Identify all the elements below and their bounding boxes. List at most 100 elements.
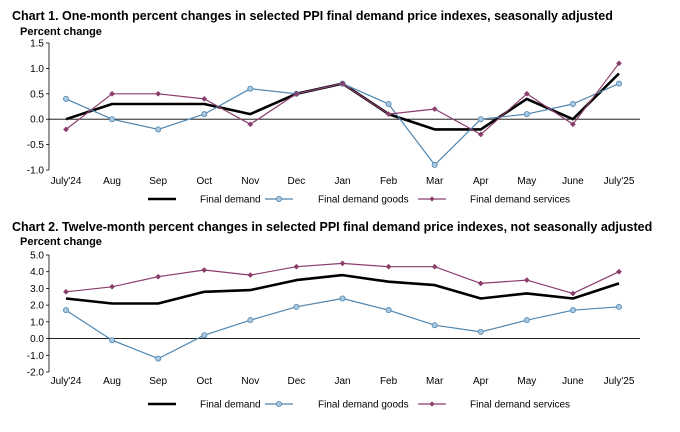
data-point xyxy=(477,116,484,123)
data-point xyxy=(616,60,622,67)
chart-1: Chart 1. One-month percent changes in se… xyxy=(0,0,680,212)
data-point xyxy=(155,355,162,362)
data-point xyxy=(523,277,530,284)
data-point xyxy=(339,295,346,302)
data-point xyxy=(569,307,576,314)
data-point xyxy=(247,85,254,92)
x-tick-label: May xyxy=(517,376,536,387)
x-tick-label: Apr xyxy=(473,376,489,387)
data-point xyxy=(201,267,208,273)
data-point xyxy=(339,260,346,267)
series-line-2 xyxy=(65,297,620,360)
data-point xyxy=(477,131,484,138)
legend-label-2: Final demand goods xyxy=(318,400,409,411)
data-point xyxy=(569,121,576,128)
data-point xyxy=(293,90,300,97)
x-tick-label: Sep xyxy=(149,376,167,387)
data-point xyxy=(569,290,576,297)
data-point xyxy=(109,337,116,344)
x-tick-label: Dec xyxy=(288,176,306,187)
x-tick-label: Feb xyxy=(380,376,398,387)
chart-1-plot: 1.5 1.0 0.5 0.0 -0.5 -1.0 July'24 Aug Sep Oct Nov D… xyxy=(27,39,640,206)
data-point xyxy=(616,268,622,275)
data-point xyxy=(431,263,438,270)
x-tick-label: Nov xyxy=(241,176,259,187)
y-tick-label: 2.0 xyxy=(30,301,44,312)
data-point xyxy=(63,288,69,295)
x-tick-label: Oct xyxy=(196,176,212,187)
x-tick-label: Apr xyxy=(473,176,489,187)
legend-label-3: Final demand services xyxy=(470,400,570,411)
data-point xyxy=(385,263,392,270)
x-tick-label: July'24 xyxy=(51,176,82,187)
legend-label-1: Final demand xyxy=(200,400,261,411)
x-tick-label: June xyxy=(562,176,584,187)
data-point xyxy=(431,106,438,112)
data-point xyxy=(569,100,576,107)
data-point xyxy=(155,90,162,97)
data-point xyxy=(247,272,254,279)
data-point xyxy=(293,303,300,310)
x-tick-label: Jan xyxy=(334,176,350,187)
y-tick-label: 3.0 xyxy=(30,284,44,295)
y-tick-label: -0.5 xyxy=(27,140,45,151)
data-point xyxy=(155,273,162,280)
data-point xyxy=(63,95,70,102)
y-tick-label: -2.0 xyxy=(27,368,45,379)
chart-1-y-axis-label: Percent change xyxy=(20,26,102,38)
data-point xyxy=(247,121,254,128)
legend-marker xyxy=(275,400,282,407)
x-tick-label: June xyxy=(562,376,584,387)
series-line-3 xyxy=(65,62,620,135)
y-tick-label: 5.0 xyxy=(30,251,44,262)
series-line-1 xyxy=(65,273,620,305)
x-tick-label: Aug xyxy=(103,376,121,387)
x-tick-label: Feb xyxy=(380,176,398,187)
data-point xyxy=(385,307,392,314)
x-tick-label: Mar xyxy=(426,376,444,387)
legend-marker xyxy=(275,195,282,202)
legend-marker xyxy=(429,401,435,407)
data-point xyxy=(523,111,530,118)
data-point xyxy=(339,80,346,87)
x-tick-label: July'24 xyxy=(51,376,82,387)
chart-1-title: Chart 1. One-month percent changes in se… xyxy=(12,9,613,23)
data-point xyxy=(477,280,484,287)
data-point xyxy=(523,90,530,97)
y-tick-label: 0.5 xyxy=(30,89,44,100)
x-tick-label: Oct xyxy=(196,376,212,387)
y-tick-label: 1.0 xyxy=(30,317,44,328)
y-tick-label: 1.5 xyxy=(30,39,44,50)
x-tick-label: July'25 xyxy=(604,176,635,187)
chart-2: Chart 2. Twelve-month percent changes in… xyxy=(0,216,680,432)
legend-label-3: Final demand services xyxy=(470,195,570,206)
data-point xyxy=(431,322,438,329)
data-point xyxy=(385,111,392,118)
data-point xyxy=(155,126,162,133)
data-point xyxy=(385,100,392,107)
data-point xyxy=(293,263,300,270)
data-point xyxy=(63,126,69,133)
x-tick-label: July'25 xyxy=(604,376,635,387)
data-point xyxy=(201,95,208,102)
y-tick-label: 0.0 xyxy=(30,115,44,126)
series-line-3 xyxy=(65,262,620,295)
data-point xyxy=(201,111,208,118)
data-point xyxy=(109,90,116,97)
legend-marker xyxy=(429,196,435,202)
chart-2-plot: 5.0 4.0 3.0 2.0 1.0 0.0 -1.0 -2.0 July'24 Aug Sep O… xyxy=(27,251,640,411)
data-point xyxy=(477,328,484,335)
data-point xyxy=(616,80,623,87)
y-tick-label: -1.0 xyxy=(27,351,45,362)
data-point xyxy=(616,303,623,310)
series-line-2 xyxy=(65,82,620,166)
x-tick-label: Jan xyxy=(334,376,350,387)
x-tick-label: Dec xyxy=(288,376,306,387)
y-tick-label: 1.0 xyxy=(30,64,44,75)
y-tick-label: 4.0 xyxy=(30,267,44,278)
x-tick-label: May xyxy=(517,176,536,187)
chart-2-title: Chart 2. Twelve-month percent changes in… xyxy=(12,220,653,234)
data-point xyxy=(431,161,438,168)
data-point xyxy=(109,283,116,290)
x-tick-label: Nov xyxy=(241,376,259,387)
